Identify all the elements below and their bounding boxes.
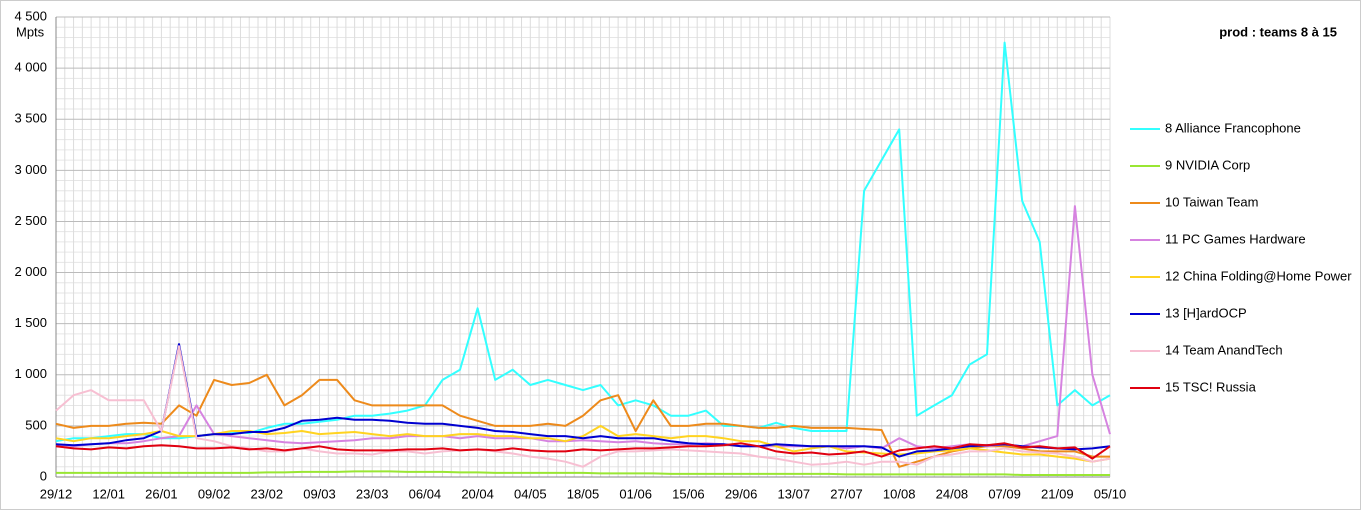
- x-tick-label: 10/08: [883, 486, 916, 501]
- x-tick-label: 20/04: [461, 486, 494, 501]
- series-line: [55, 442, 1111, 460]
- legend-label: 13 [H]ardOCP: [1165, 305, 1247, 320]
- x-tick-label: 12/01: [92, 486, 125, 501]
- x-tick-label: 05/10: [1094, 486, 1127, 501]
- legend-label: 15 TSC! Russia: [1165, 379, 1257, 394]
- y-tick-label: 2 000: [14, 264, 47, 279]
- series-line: [55, 343, 1111, 458]
- legend-label: 11 PC Games Hardware: [1165, 231, 1306, 246]
- y-tick-label: 1 500: [14, 315, 47, 330]
- series-line: [55, 205, 1111, 450]
- x-tick-label: 01/06: [619, 486, 652, 501]
- legend-label: 9 NVIDIA Corp: [1165, 157, 1250, 172]
- x-tick-label: 06/04: [409, 486, 442, 501]
- x-tick-label: 23/02: [251, 486, 284, 501]
- x-tick-label: 15/06: [672, 486, 705, 501]
- x-tick-label: 04/05: [514, 486, 547, 501]
- series-line: [56, 470, 1110, 476]
- x-tick-label: 29/06: [725, 486, 758, 501]
- chart-title: prod : teams 8 à 15: [1219, 24, 1337, 39]
- legend-label: 10 Taiwan Team: [1165, 194, 1258, 209]
- y-tick-label: 500: [25, 417, 47, 432]
- y-tick-label: 2 500: [14, 213, 47, 228]
- x-tick-label: 29/12: [40, 486, 73, 501]
- y-tick-label: 0: [40, 468, 47, 483]
- x-tick-label: 23/03: [356, 486, 389, 501]
- legend-label: 12 China Folding@Home Power: [1165, 268, 1352, 283]
- y-tick-label: 4 500: [14, 8, 47, 23]
- x-tick-label: 09/02: [198, 486, 231, 501]
- legend-label: 14 Team AnandTech: [1165, 342, 1283, 357]
- y-tick-label: 3 000: [14, 162, 47, 177]
- x-tick-label: 18/05: [567, 486, 600, 501]
- y-tick-label: 1 000: [14, 366, 47, 381]
- x-tick-label: 09/03: [303, 486, 336, 501]
- x-tick-label: 27/07: [830, 486, 863, 501]
- x-tick-label: 07/09: [988, 486, 1021, 501]
- y-axis-label: Mpts: [16, 24, 45, 39]
- x-tick-label: 21/09: [1041, 486, 1074, 501]
- y-tick-label: 4 000: [14, 60, 47, 75]
- x-tick-label: 26/01: [145, 486, 178, 501]
- x-tick-label: 24/08: [936, 486, 969, 501]
- legend-label: 8 Alliance Francophone: [1165, 120, 1301, 135]
- series-line: [55, 345, 1111, 468]
- x-tick-label: 13/07: [778, 486, 811, 501]
- y-tick-label: 3 500: [14, 111, 47, 126]
